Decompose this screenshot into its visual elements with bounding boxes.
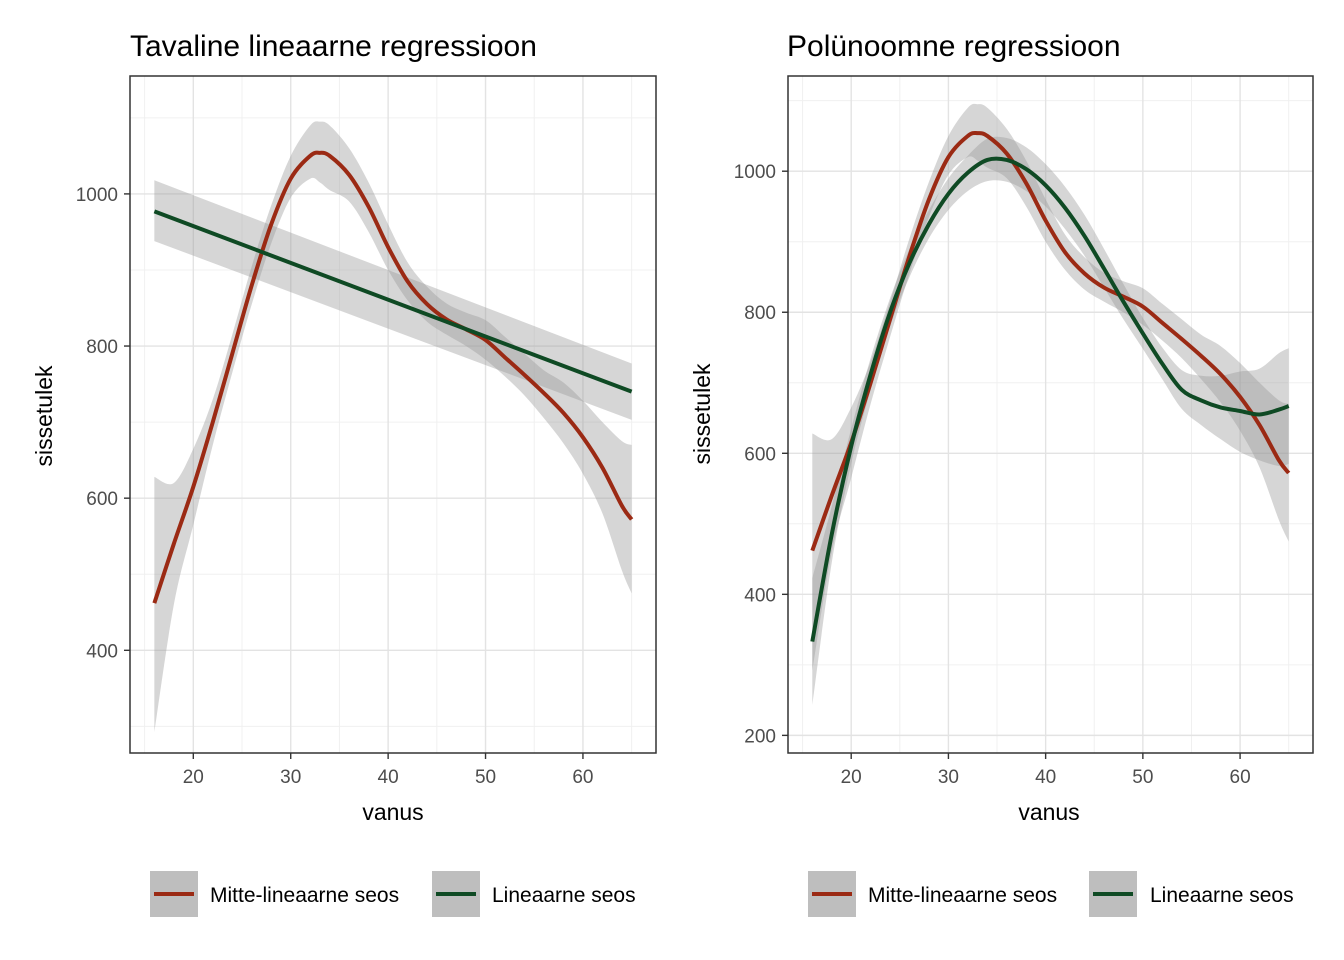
x-tick-label: 30 bbox=[280, 767, 301, 788]
plot-area-left: 20 30 40 50 60 400 600 800 1000 bbox=[76, 75, 657, 788]
series-line bbox=[153, 209, 633, 394]
x-axis-label-right: vanus bbox=[1018, 799, 1079, 825]
chart-title-left: Tavaline lineaarne regressioon bbox=[130, 30, 537, 63]
x-tick-label: 20 bbox=[183, 767, 204, 788]
y-tick-label: 400 bbox=[744, 585, 776, 606]
chart-panel-right: Polünoomne regressioon 20 30 40 50 60 200 400 6… bbox=[689, 30, 1314, 917]
y-tick-label: 1000 bbox=[734, 162, 776, 183]
y-tick-label: 800 bbox=[744, 303, 776, 324]
x-tick-label: 60 bbox=[572, 767, 593, 788]
plot-background bbox=[130, 76, 656, 753]
plot-border bbox=[129, 75, 657, 754]
y-axis-label-left: sissetulek bbox=[31, 365, 57, 466]
plot-border bbox=[787, 75, 1314, 754]
chart-panel-left: Tavaline lineaarne regressioon 20 30 40 50 6… bbox=[31, 30, 657, 917]
legend-left: Mitte-lineaarne seos Lineaarne seos bbox=[150, 871, 636, 917]
y-tick-label: 200 bbox=[744, 726, 776, 747]
series-line bbox=[152, 150, 634, 604]
x-tick-label: 50 bbox=[475, 767, 496, 788]
confidence-band bbox=[812, 103, 1289, 671]
x-tick-label: 30 bbox=[938, 767, 959, 788]
x-tick-label: 40 bbox=[378, 767, 399, 788]
legend-label-nonlinear: Mitte-lineaarne seos bbox=[868, 884, 1057, 907]
y-tick-label: 800 bbox=[86, 337, 118, 358]
chart-title-right: Polünoomne regressioon bbox=[787, 30, 1121, 63]
legend-label-linear: Lineaarne seos bbox=[492, 884, 636, 907]
legend-right: Mitte-lineaarne seos Lineaarne seos bbox=[808, 871, 1294, 917]
x-tick-label: 60 bbox=[1230, 767, 1251, 788]
legend-label-linear: Lineaarne seos bbox=[1150, 884, 1294, 907]
y-axis-label-right: sissetulek bbox=[689, 363, 715, 464]
series-line bbox=[810, 156, 1290, 642]
x-tick-label: 50 bbox=[1132, 767, 1153, 788]
y-tick-label: 600 bbox=[744, 444, 776, 465]
y-tick-label: 1000 bbox=[76, 185, 118, 206]
y-tick-label: 600 bbox=[86, 489, 118, 510]
x-tick-label: 20 bbox=[841, 767, 862, 788]
x-axis-label-left: vanus bbox=[362, 799, 423, 825]
x-tick-label: 40 bbox=[1035, 767, 1056, 788]
confidence-band bbox=[154, 121, 632, 733]
y-tick-label: 400 bbox=[86, 641, 118, 662]
legend-label-nonlinear: Mitte-lineaarne seos bbox=[210, 884, 399, 907]
plot-area-right: 20 30 40 50 60 200 400 600 800 1000 bbox=[734, 75, 1314, 788]
